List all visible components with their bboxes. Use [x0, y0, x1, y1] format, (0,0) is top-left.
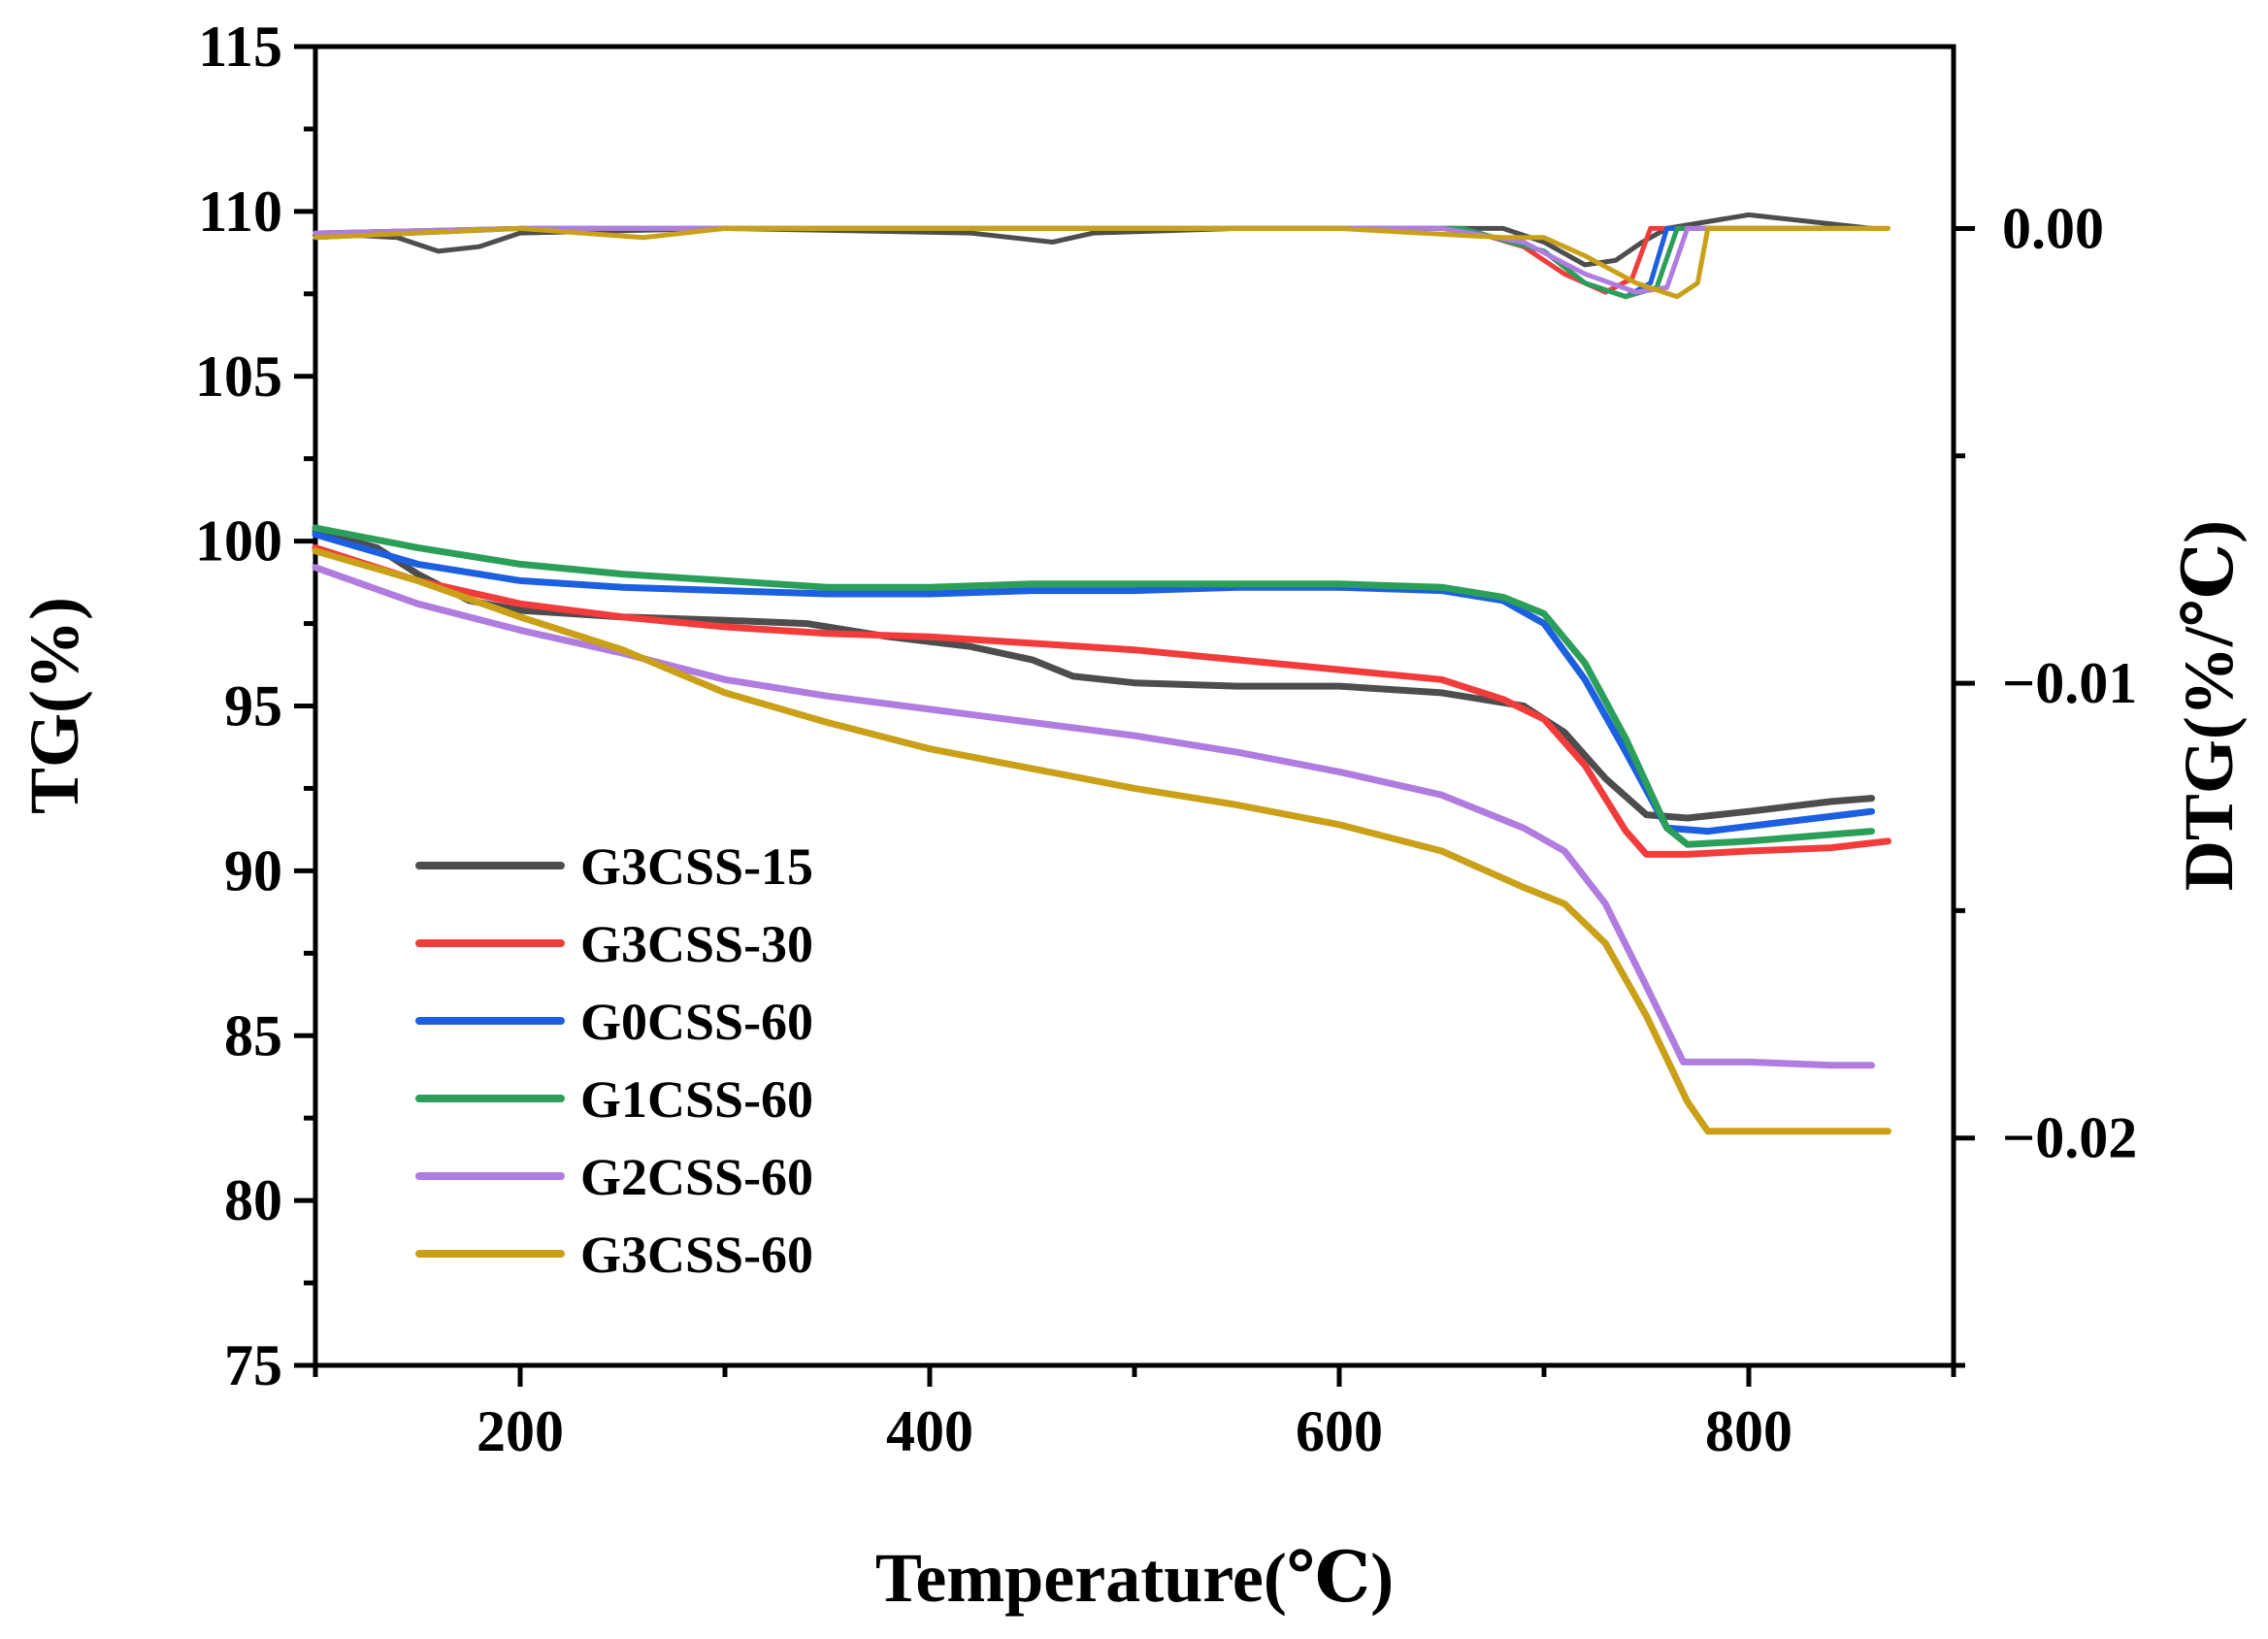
- tg-line-g2css-60: [312, 564, 1876, 1069]
- y-right-tick-label: −0.01: [2002, 651, 2137, 715]
- y-left-tick-label: 75: [224, 1333, 282, 1397]
- legend-label-g3css-30: G3CSS-30: [580, 915, 813, 973]
- y-left-tick-label: 80: [224, 1168, 282, 1232]
- tg-line-g3css-60: [312, 547, 1891, 1135]
- legend: G3CSS-15 G3CSS-30 G0CSS-60 G1CSS-60 G2CSS-60…: [415, 837, 813, 1284]
- x-tick-label: 400: [886, 1399, 973, 1463]
- x-tick-label: 600: [1296, 1399, 1383, 1463]
- x-tick-label: 800: [1705, 1399, 1792, 1463]
- y-left-tick-label: 95: [224, 674, 282, 738]
- y-right-axis-title: DTG(%/℃): [2170, 520, 2248, 891]
- tg-line-g3css-30: [312, 543, 1891, 858]
- y-right-axis-ticks: 0.00 −0.01 −0.02: [1954, 196, 2137, 1368]
- y-left-tick-label: 115: [198, 15, 282, 79]
- x-tick-label: 200: [477, 1399, 564, 1463]
- tg-line-g1css-60: [312, 524, 1876, 848]
- legend-label-g0css-60: G0CSS-60: [580, 993, 813, 1051]
- y-left-tick-label: 85: [224, 1003, 282, 1067]
- y-left-tick-label: 100: [195, 509, 282, 574]
- plot-area: 200 400 600 800 75 80 85 90 95 100 105 110 115 0.00…: [195, 15, 2137, 1463]
- tg-line-g3css-15: [312, 527, 1876, 822]
- tg-line-g0css-60: [312, 531, 1876, 836]
- series-layer: [312, 212, 1891, 1135]
- x-axis-title: Temperature(℃): [875, 1539, 1394, 1617]
- x-axis-ticks: 200 400 600 800: [312, 1365, 1956, 1463]
- legend-label-g3css-60: G3CSS-60: [580, 1226, 813, 1284]
- y-left-axis-title: TG(%): [16, 597, 93, 814]
- legend-label-g2css-60: G2CSS-60: [580, 1148, 813, 1206]
- y-left-tick-label: 90: [224, 838, 282, 902]
- y-right-tick-label: −0.02: [2002, 1106, 2137, 1170]
- legend-label-g1css-60: G1CSS-60: [580, 1070, 813, 1129]
- legend-label-g3css-15: G3CSS-15: [580, 837, 813, 896]
- plot-frame: [312, 44, 1956, 1368]
- dtg-line-g3css-60: [312, 225, 1890, 300]
- y-left-axis-ticks: 75 80 85 90 95 100 105 110 115: [195, 15, 315, 1397]
- y-left-tick-label: 110: [198, 180, 282, 244]
- y-left-tick-label: 105: [195, 344, 282, 409]
- y-right-tick-label: 0.00: [2002, 196, 2104, 260]
